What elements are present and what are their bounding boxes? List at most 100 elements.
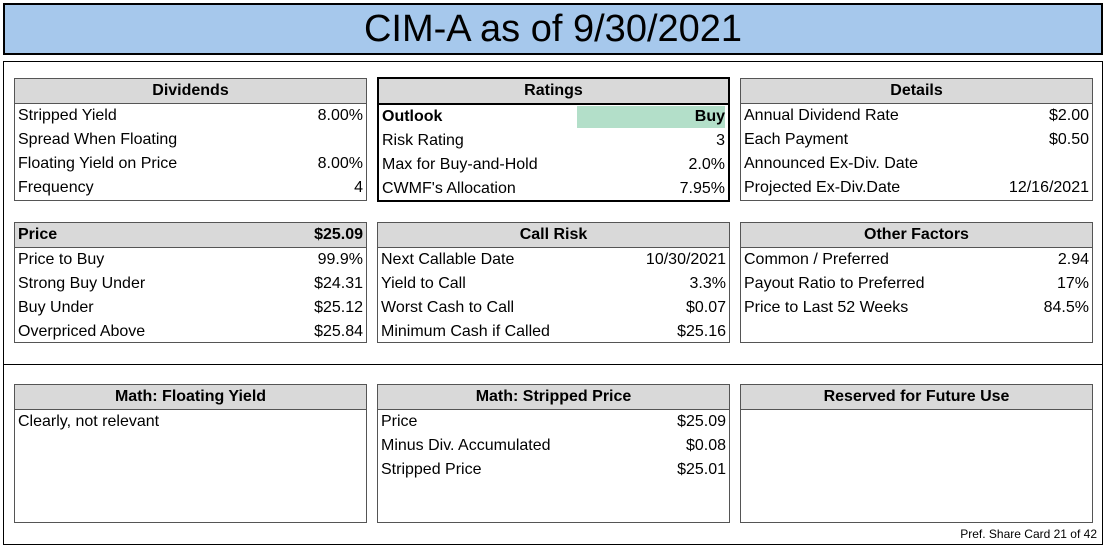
other-factors-row: Payout Ratio to Preferred 17%: [741, 272, 1092, 296]
row-label: Stripped Price: [381, 461, 482, 478]
math-stripped-header: Math: Stripped Price: [378, 385, 729, 410]
ratings-row-outlook: Outlook Buy: [379, 105, 728, 129]
dividends-row: Spread When Floating: [15, 128, 366, 152]
row-value: $25.12: [314, 299, 363, 316]
row-value: 99.9%: [317, 251, 363, 268]
row-value: 17%: [1056, 275, 1089, 292]
row-label: Announced Ex-Div. Date: [744, 155, 919, 172]
row-value: 2.94: [1057, 251, 1089, 268]
row-value: $0.50: [1048, 131, 1089, 148]
row-label: Price to Buy: [18, 251, 105, 268]
card-sheet: [3, 61, 1103, 545]
row-label: CWMF's Allocation: [382, 180, 516, 197]
row-label: Price to Last 52 Weeks: [744, 299, 909, 316]
ratings-row: Risk Rating 3: [379, 129, 728, 153]
math-floating-header: Math: Floating Yield: [15, 385, 366, 410]
row-value: 2.0%: [688, 156, 725, 173]
row-label: Outlook: [382, 108, 443, 125]
row-label: Stripped Yield: [18, 107, 117, 124]
details-row: Projected Ex-Div.Date 12/16/2021: [741, 176, 1092, 200]
details-box: Details Annual Dividend Rate $2.00 Each P…: [740, 78, 1093, 201]
row-value: 3: [716, 132, 725, 149]
ratings-header: Ratings: [379, 79, 728, 105]
row-value: $2.00: [1048, 107, 1089, 124]
row-value: 4: [354, 179, 363, 196]
price-row: Buy Under $25.12: [15, 296, 366, 320]
math-stripped-box: Math: Stripped Price Price $25.09 Minus D…: [377, 384, 730, 523]
row-value: $25.01: [677, 461, 726, 478]
row-value: $24.31: [314, 275, 363, 292]
row-value: 10/30/2021: [645, 251, 726, 268]
card-footer: Pref. Share Card 21 of 42: [960, 527, 1097, 541]
price-row: Price to Buy 99.9%: [15, 248, 366, 272]
row-label: Each Payment: [744, 131, 849, 148]
call-risk-box: Call Risk Next Callable Date 10/30/2021 Y…: [377, 222, 730, 343]
ratings-row: CWMF's Allocation 7.95%: [379, 177, 728, 201]
dividends-row: Floating Yield on Price 8.00%: [15, 152, 366, 176]
call-risk-row: Next Callable Date 10/30/2021: [378, 248, 729, 272]
row-label: Risk Rating: [382, 132, 464, 149]
row-label: Buy Under: [18, 299, 94, 316]
math-stripped-row: Minus Div. Accumulated $0.08: [378, 434, 729, 458]
ratings-row: Max for Buy-and-Hold 2.0%: [379, 153, 728, 177]
ratings-box: Ratings Outlook Buy Risk Rating 3 Max for …: [377, 77, 730, 202]
price-header: Price $25.09: [15, 223, 366, 248]
row-label: Yield to Call: [381, 275, 466, 292]
dividends-box: Dividends Stripped Yield 8.00% Spread Whe…: [14, 78, 367, 201]
row-label: Projected Ex-Div.Date: [744, 179, 901, 196]
row-value: 3.3%: [689, 275, 726, 292]
row-label: Minus Div. Accumulated: [381, 437, 551, 454]
details-row: Each Payment $0.50: [741, 128, 1092, 152]
dividends-row: Stripped Yield 8.00%: [15, 104, 366, 128]
section-divider: [3, 364, 1103, 365]
row-value: $25.84: [314, 323, 363, 340]
row-label: Spread When Floating: [18, 131, 178, 148]
row-label: Annual Dividend Rate: [744, 107, 899, 124]
reserved-header: Reserved for Future Use: [741, 385, 1092, 410]
dividends-header: Dividends: [15, 79, 366, 104]
dividends-row: Frequency 4: [15, 176, 366, 200]
price-row: Strong Buy Under $24.31: [15, 272, 366, 296]
math-floating-text: Clearly, not relevant: [15, 410, 366, 434]
call-risk-row: Worst Cash to Call $0.07: [378, 296, 729, 320]
row-label: Worst Cash to Call: [381, 299, 515, 316]
other-factors-row: Common / Preferred 2.94: [741, 248, 1092, 272]
other-factors-row: Price to Last 52 Weeks 84.5%: [741, 296, 1092, 320]
other-factors-header: Other Factors: [741, 223, 1092, 248]
math-stripped-row: Price $25.09: [378, 410, 729, 434]
row-value: 12/16/2021: [1008, 179, 1089, 196]
row-label: Common / Preferred: [744, 251, 889, 268]
details-row: Annual Dividend Rate $2.00: [741, 104, 1092, 128]
call-risk-header: Call Risk: [378, 223, 729, 248]
row-value: $0.08: [685, 437, 726, 454]
row-label: Overpriced Above: [18, 323, 146, 340]
call-risk-row: Yield to Call 3.3%: [378, 272, 729, 296]
row-value: $0.07: [685, 299, 726, 316]
price-row: Overpriced Above $25.84: [15, 320, 366, 344]
row-label: Clearly, not relevant: [18, 413, 160, 430]
row-value: 7.95%: [679, 180, 725, 197]
price-header-label: Price: [18, 226, 58, 243]
row-label: Next Callable Date: [381, 251, 515, 268]
row-label: Minimum Cash if Called: [381, 323, 550, 340]
page-title: CIM-A as of 9/30/2021: [3, 3, 1103, 55]
row-value: 8.00%: [317, 155, 363, 172]
math-stripped-row: Stripped Price $25.01: [378, 458, 729, 482]
row-value: $25.09: [677, 413, 726, 430]
row-label: Price: [381, 413, 418, 430]
details-row: Announced Ex-Div. Date: [741, 152, 1092, 176]
row-label: Floating Yield on Price: [18, 155, 178, 172]
row-value: $25.16: [677, 323, 726, 340]
row-value: 8.00%: [317, 107, 363, 124]
reserved-box: Reserved for Future Use: [740, 384, 1093, 523]
details-header: Details: [741, 79, 1092, 104]
other-factors-box: Other Factors Common / Preferred 2.94 Pay…: [740, 222, 1093, 343]
row-label: Frequency: [18, 179, 94, 196]
row-label: Payout Ratio to Preferred: [744, 275, 925, 292]
outlook-value: Buy: [577, 106, 725, 128]
math-floating-box: Math: Floating Yield Clearly, not releva…: [14, 384, 367, 523]
price-box: Price $25.09 Price to Buy 99.9% Strong Buy…: [14, 222, 367, 343]
row-label: Max for Buy-and-Hold: [382, 156, 538, 173]
row-value: 84.5%: [1043, 299, 1089, 316]
call-risk-row: Minimum Cash if Called $25.16: [378, 320, 729, 344]
